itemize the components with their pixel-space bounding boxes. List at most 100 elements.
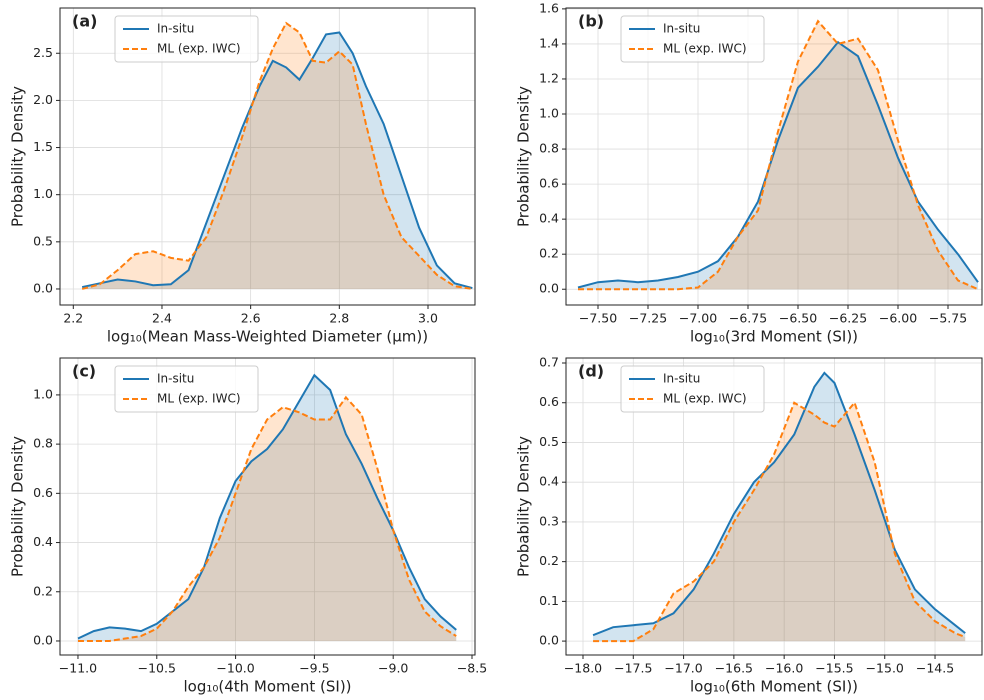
x-tick-label: −18.0: [564, 661, 602, 676]
legend-box: [620, 15, 765, 63]
x-tick-label: 2.6: [241, 311, 261, 326]
x-axis-label: log₁₀(Mean Mass-Weighted Diameter (μm)): [107, 328, 428, 346]
y-tick-label: 1.0: [33, 186, 53, 201]
y-tick-label: 0.8: [539, 141, 559, 156]
panel: 2.2 2.4 2.6 2.8 3.0 0.0 0.5 1.0 1.5 2.0 2.5 log₁₀(M…: [9, 7, 476, 346]
y-tick-label: 0.5: [33, 233, 53, 248]
legend-box: [114, 15, 259, 63]
x-tick-label: −15.5: [815, 661, 853, 676]
x-tick-label: −5.75: [929, 311, 967, 326]
x-tick-label: −6.25: [829, 311, 867, 326]
y-tick-label: 1.0: [539, 106, 559, 121]
area-fill: [593, 372, 966, 642]
y-axis-label: Probability Density: [9, 86, 27, 227]
x-tick-label: −16.0: [765, 661, 803, 676]
legend-label: ML (exp. IWC): [157, 392, 241, 406]
area-fill: [578, 42, 978, 290]
y-tick-label: 0.6: [33, 485, 53, 500]
x-tick-label: 2.4: [152, 311, 172, 326]
x-axis-label: log₁₀(6th Moment (SI)): [690, 678, 858, 696]
y-tick-label: 0.4: [33, 534, 53, 549]
legend-box: [114, 365, 259, 413]
line: [578, 19, 979, 291]
x-tick-label: −7.50: [579, 311, 617, 326]
x-axis-label: log₁₀(3rd Moment (SI)): [690, 328, 858, 346]
y-tick-label: 0.0: [539, 633, 559, 648]
x-tick-label: −11.0: [59, 661, 97, 676]
y-tick-label: 0.3: [539, 513, 559, 528]
line: [592, 371, 966, 637]
x-tick-label: 3.0: [418, 311, 438, 326]
x-tick-label: 2.2: [63, 311, 83, 326]
area-fill: [82, 32, 473, 289]
y-tick-label: 0.2: [539, 553, 559, 568]
panel-label: (c): [72, 362, 96, 381]
y-tick-label: 0.0: [33, 280, 53, 295]
line: [81, 21, 473, 290]
y-axis-label: Probability Density: [515, 436, 533, 577]
y-tick-label: 0.7: [539, 355, 559, 370]
x-tick-label: −6.50: [779, 311, 817, 326]
y-tick-label: 1.0: [33, 386, 53, 401]
x-tick-label: −10.0: [216, 661, 254, 676]
legend-box: [620, 365, 765, 413]
panel: −18.0 −17.5 −17.0 −16.5 −16.0 −15.5 −15.0 −14.5…: [515, 355, 983, 696]
x-tick-label: 2.8: [329, 311, 349, 326]
y-axis-label: Probability Density: [9, 436, 27, 577]
y-tick-label: 1.2: [539, 70, 559, 85]
line: [577, 40, 979, 289]
x-axis-label: log₁₀(4th Moment (SI)): [183, 678, 351, 696]
area-fill: [77, 397, 457, 641]
x-tick-label: −9.0: [378, 661, 408, 676]
x-tick-label: −6.00: [879, 311, 917, 326]
x-tick-label: −6.75: [729, 311, 767, 326]
y-tick-label: 0.2: [33, 583, 53, 598]
axes-frame: [565, 357, 983, 656]
y-tick-label: 0.4: [539, 211, 559, 226]
x-tick-label: −17.0: [664, 661, 702, 676]
axes-frame: [565, 7, 983, 306]
x-tick-label: −7.00: [679, 311, 717, 326]
panel: −11.0 −10.5 −10.0 −9.5 −9.0 −8.5 0.0 0.2 0.4 0.6 0…: [9, 357, 487, 696]
area-fill: [82, 23, 473, 289]
axes-frame: [59, 7, 476, 306]
x-tick-label: −17.5: [614, 661, 652, 676]
area-fill: [77, 375, 457, 641]
legend-label: In-situ: [157, 22, 194, 36]
x-tick-label: −15.0: [866, 661, 904, 676]
y-tick-label: 1.5: [33, 139, 53, 154]
axes-frame: [59, 357, 476, 656]
panel-label: (d): [578, 362, 604, 381]
y-tick-label: 2.5: [33, 45, 53, 60]
y-tick-label: 0.0: [33, 632, 53, 647]
y-tick-label: 0.5: [539, 434, 559, 449]
x-tick-label: −10.5: [138, 661, 176, 676]
x-tick-label: −9.5: [299, 661, 329, 676]
legend-label: ML (exp. IWC): [663, 42, 747, 56]
y-tick-label: 2.0: [33, 92, 53, 107]
x-tick-label: −8.5: [457, 661, 487, 676]
line: [81, 31, 473, 289]
legend-label: ML (exp. IWC): [663, 392, 747, 406]
y-tick-label: 0.1: [539, 593, 559, 608]
area-fill: [578, 21, 978, 290]
line: [77, 395, 457, 642]
panel-label: (a): [72, 12, 97, 31]
y-tick-label: 0.4: [539, 474, 559, 489]
legend-label: In-situ: [663, 372, 700, 386]
y-tick-label: 1.6: [539, 0, 559, 15]
panel-label: (b): [578, 12, 604, 31]
legend-label: ML (exp. IWC): [157, 42, 241, 56]
legend-label: In-situ: [157, 372, 194, 386]
y-tick-label: 0.6: [539, 176, 559, 191]
y-axis-label: Probability Density: [515, 86, 533, 227]
panel: −7.50 −7.25 −7.00 −6.75 −6.50 −6.25 −6.00 −5.75…: [515, 0, 983, 346]
y-tick-label: 0.0: [539, 281, 559, 296]
legend-label: In-situ: [663, 22, 700, 36]
y-tick-label: 0.8: [33, 436, 53, 451]
x-tick-label: −14.5: [916, 661, 954, 676]
x-tick-label: −16.5: [715, 661, 753, 676]
y-tick-label: 0.6: [539, 394, 559, 409]
y-tick-label: 1.4: [539, 35, 559, 50]
